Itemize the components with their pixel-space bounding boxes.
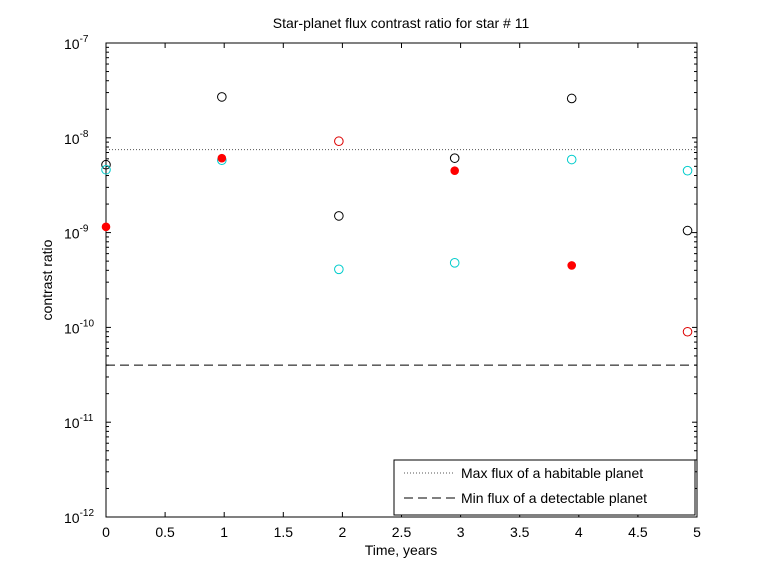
y-axis-label: contrast ratio xyxy=(39,239,55,320)
reference-lines xyxy=(106,149,697,366)
legend-label-max-flux: Max flux of a habitable planet xyxy=(461,465,643,481)
x-tick-label: 5 xyxy=(693,524,701,540)
data-point xyxy=(566,154,577,165)
data-point xyxy=(101,164,111,175)
x-axis-label: Time, years xyxy=(365,542,438,558)
y-tick-label: 10-10 xyxy=(64,318,94,336)
axis-ticks: 0 0.5 1 1.5 2 2.5 3 3.5 4 4.5 5 10-12 10-11 10-10 10-9… xyxy=(64,34,701,540)
data-point xyxy=(566,93,577,104)
legend-label-min-flux: Min flux of a detectable planet xyxy=(461,490,647,506)
data-point xyxy=(682,165,693,176)
chart-title: Star-planet flux contrast ratio for star… xyxy=(273,15,530,31)
x-tick-label: 2.5 xyxy=(392,524,412,540)
legend-box xyxy=(393,459,696,516)
data-point xyxy=(334,136,344,147)
y-tick-label: 10-9 xyxy=(64,224,89,242)
x-tick-label: 0.5 xyxy=(155,524,175,540)
data-point xyxy=(450,166,459,175)
data-point xyxy=(682,326,693,337)
data-point xyxy=(101,159,111,170)
data-point xyxy=(567,261,577,270)
data-point xyxy=(217,92,227,102)
x-tick-label: 0 xyxy=(102,524,110,540)
data-point xyxy=(334,211,344,221)
legend: Max flux of a habitable planet Min flux … xyxy=(393,459,696,516)
x-tick-label: 2 xyxy=(339,524,347,540)
data-point xyxy=(334,264,344,275)
y-tick-label: 10-7 xyxy=(64,34,89,52)
data-points xyxy=(101,92,693,337)
x-tick-label: 4 xyxy=(575,524,583,540)
y-tick-label: 10-11 xyxy=(64,413,94,431)
plot-area xyxy=(105,42,698,518)
data-point xyxy=(217,153,227,163)
x-tick-label: 4.5 xyxy=(628,524,648,540)
y-tick-label: 10-12 xyxy=(64,508,94,526)
data-point xyxy=(101,222,111,232)
data-point xyxy=(449,153,460,163)
x-tick-label: 3.5 xyxy=(510,524,530,540)
x-tick-label: 1.5 xyxy=(274,524,294,540)
x-tick-label: 1 xyxy=(220,524,228,540)
y-tick-label: 10-8 xyxy=(64,129,89,147)
x-tick-label: 3 xyxy=(457,524,465,540)
data-point xyxy=(682,225,693,236)
data-point xyxy=(449,258,460,268)
